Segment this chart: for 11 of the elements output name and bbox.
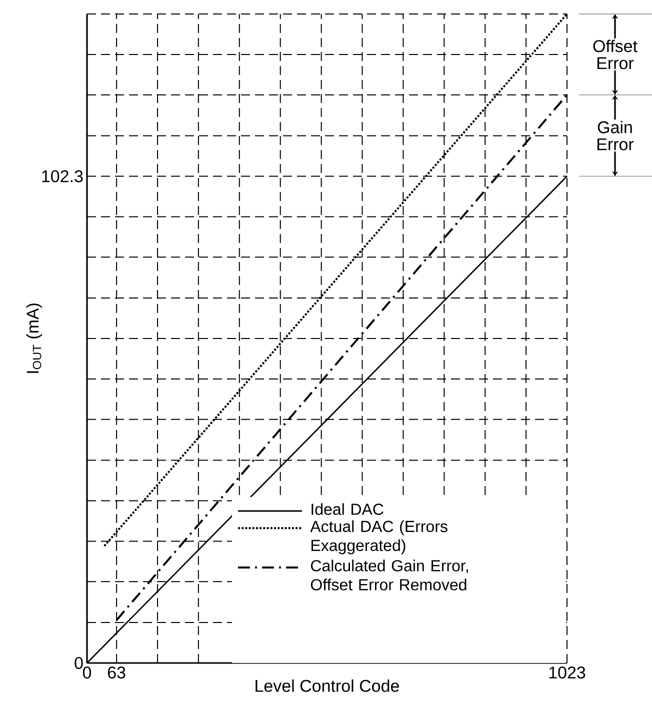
y-axis-title: I$_{OUT}$ (mA) xyxy=(26,304,42,373)
y-tick-label: 102.3 xyxy=(42,170,83,182)
x-tick-label: 0 xyxy=(82,666,91,679)
x-tick-label: 1023 xyxy=(549,666,585,679)
x-axis-title: Level Control Code xyxy=(255,679,399,692)
text: Gain Error xyxy=(597,120,634,150)
text: Offset Error xyxy=(593,40,638,70)
x-tick-label: 63 xyxy=(108,666,126,679)
legend-label: Calculated Gain Error, Offset Error Removed xyxy=(310,560,468,590)
legend-label: Ideal DAC xyxy=(311,503,384,515)
legend-label: Actual DAC (Errors Exaggerated) xyxy=(310,520,448,554)
